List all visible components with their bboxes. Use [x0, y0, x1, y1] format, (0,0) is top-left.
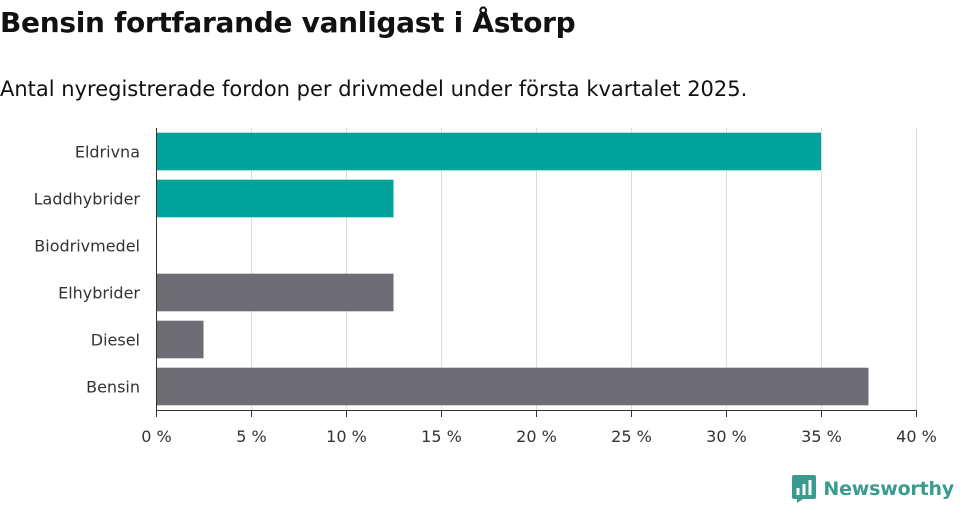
chart-title: Bensin fortfarande vanligast i Åstorp: [0, 6, 576, 39]
category-labels: Eldrivna Laddhybrider Biodrivmedel Elhybrid…: [34, 143, 141, 397]
brand-logo: Newsworthy: [791, 474, 954, 504]
category-label: Diesel: [91, 331, 140, 350]
grid-lines: [251, 128, 917, 410]
bars: [157, 132, 869, 406]
tick-label: 35 %: [801, 427, 842, 446]
bar-eldrivna: [157, 132, 821, 171]
tick-label: 30 %: [706, 427, 747, 446]
bar-elhybrider: [157, 273, 394, 312]
category-label: Eldrivna: [75, 143, 140, 162]
tick-label: 40 %: [896, 427, 937, 446]
bar-laddhybrider: [157, 179, 394, 218]
tick-label: 15 %: [421, 427, 462, 446]
tick-label: 25 %: [611, 427, 652, 446]
chart-subtitle: Antal nyregistrerade fordon per drivmede…: [0, 77, 748, 101]
bar-bensin: [157, 367, 869, 406]
tick-label: 20 %: [516, 427, 557, 446]
bar-diesel: [157, 320, 204, 359]
tick-label: 5 %: [236, 427, 266, 446]
category-label: Biodrivmedel: [34, 237, 140, 256]
x-axis: 0 % 5 % 10 % 15 % 20 % 25 % 30 % 35 % 40 %: [141, 128, 937, 446]
tick-label: 10 %: [326, 427, 367, 446]
category-label: Elhybrider: [58, 284, 140, 303]
brand-name: Newsworthy: [823, 478, 954, 500]
newsworthy-logo-icon: [792, 475, 817, 503]
tick-label: 0 %: [141, 427, 171, 446]
category-label: Bensin: [86, 378, 140, 397]
category-label: Laddhybrider: [34, 190, 141, 209]
